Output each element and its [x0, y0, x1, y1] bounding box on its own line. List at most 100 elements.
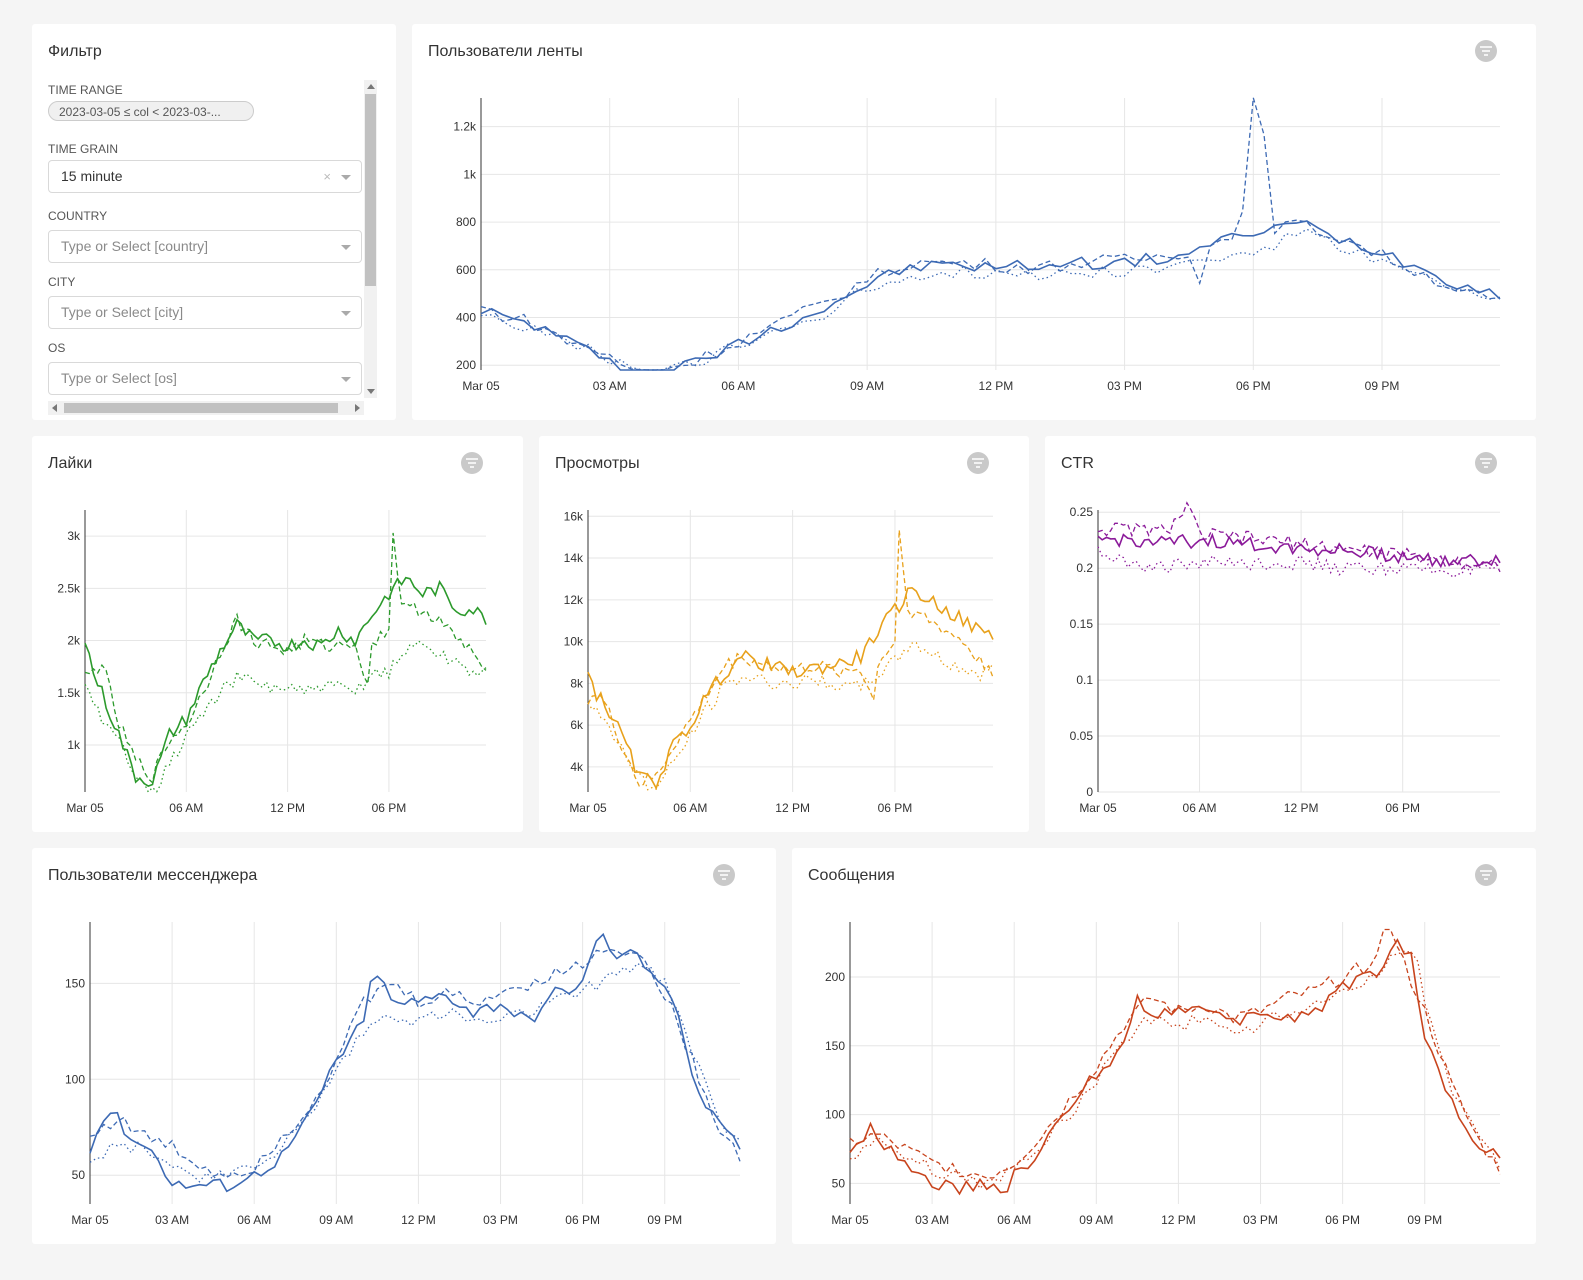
- y-tick-label: 1k: [67, 738, 81, 752]
- chart-title: CTR: [1061, 455, 1094, 472]
- x-tick-label: 09 AM: [319, 1213, 353, 1227]
- x-tick-label: 06 AM: [169, 801, 203, 815]
- y-tick-label: 150: [65, 976, 85, 990]
- y-tick-label: 100: [65, 1072, 85, 1086]
- x-tick-label: 06 AM: [1183, 801, 1217, 815]
- x-tick-label: 06 PM: [1385, 801, 1420, 815]
- series-line-dot: [587, 642, 994, 791]
- y-tick-label: 1k: [463, 167, 477, 181]
- y-tick-label: 0.1: [1076, 673, 1093, 687]
- y-tick-label: 4k: [570, 760, 584, 774]
- y-tick-label: 12k: [564, 593, 584, 607]
- x-tick-label: 06 AM: [721, 379, 755, 393]
- y-tick-label: 200: [825, 970, 845, 984]
- x-tick-label: 06 PM: [372, 801, 407, 815]
- time-range-label: TIME RANGE: [48, 83, 123, 97]
- scroll-left-icon[interactable]: [52, 404, 57, 412]
- city-select[interactable]: Type or Select [city]: [48, 296, 362, 329]
- y-tick-label: 10k: [564, 635, 584, 649]
- x-tick-label: 06 AM: [237, 1213, 271, 1227]
- filter-icon[interactable]: [1475, 452, 1497, 474]
- ctr-chart: Mar 05 06 AM 12 PM 06 PM 0 0.05 0.1 0.15 0.2 0.25: [1070, 501, 1501, 815]
- x-tick-label: Mar 05: [462, 379, 500, 393]
- country-select[interactable]: Type or Select [country]: [48, 230, 362, 263]
- chart-title: Пользователи ленты: [428, 43, 583, 60]
- x-tick-label: Mar 05: [569, 801, 607, 815]
- filter-panel: Фильтр TIME RANGE 2023-03-05 ≤ col < 202…: [32, 24, 396, 420]
- time-range-chip[interactable]: 2023-03-05 ≤ col < 2023-03-...: [48, 101, 254, 121]
- y-tick-label: 0.05: [1070, 729, 1094, 743]
- series-line-solid: [84, 576, 487, 787]
- y-tick-label: 2k: [67, 634, 81, 648]
- x-tick-label: 12 PM: [1161, 1213, 1196, 1227]
- x-tick-label: 03 AM: [155, 1213, 189, 1227]
- messages-card: Сообщения Mar 05 03 AM 06 AM 09 AM 12 PM 03 P…: [792, 848, 1536, 1244]
- x-tick-label: 06 PM: [1236, 379, 1271, 393]
- filter-icon[interactable]: [1475, 864, 1497, 886]
- series-line-dash: [587, 529, 994, 787]
- filter-icon[interactable]: [713, 864, 735, 886]
- x-tick-label: 06 AM: [673, 801, 707, 815]
- os-label: OS: [48, 341, 66, 355]
- messenger-users-chart: Mar 05 03 AM 06 AM 09 AM 12 PM 03 PM 06 PM 09 P…: [65, 922, 741, 1227]
- time-grain-select[interactable]: 15 minute ×: [48, 160, 362, 193]
- y-tick-label: 600: [456, 263, 476, 277]
- scrollbar-thumb[interactable]: [365, 94, 376, 286]
- vertical-scrollbar[interactable]: [364, 80, 377, 398]
- y-tick-label: 50: [832, 1176, 846, 1190]
- x-tick-label: 06 PM: [565, 1213, 600, 1227]
- x-tick-label: Mar 05: [1079, 801, 1117, 815]
- scroll-up-icon[interactable]: [367, 84, 375, 89]
- os-placeholder: Type or Select [os]: [61, 370, 177, 386]
- series-line-solid: [89, 932, 741, 1193]
- y-tick-label: 0: [1086, 785, 1093, 799]
- x-tick-label: 09 AM: [1079, 1213, 1113, 1227]
- y-tick-label: 200: [456, 358, 476, 372]
- series-line-solid: [849, 938, 1501, 1196]
- likes-card: Лайки Mar 05 06 AM 12 PM 06 PM 1k 1.5k 2k 2.5k 3…: [32, 436, 523, 832]
- filter-icon[interactable]: [967, 452, 989, 474]
- x-tick-label: 12 PM: [401, 1213, 436, 1227]
- filter-icon[interactable]: [461, 452, 483, 474]
- scroll-right-icon[interactable]: [355, 404, 360, 412]
- feed-users-chart: Mar 05 03 AM 06 AM 09 AM 12 PM 03 PM 06 PM 09 P…: [453, 97, 1501, 393]
- chart-title: Просмотры: [555, 455, 640, 472]
- x-tick-label: 09 PM: [647, 1213, 682, 1227]
- y-tick-label: 800: [456, 215, 476, 229]
- x-tick-label: 12 PM: [1284, 801, 1319, 815]
- city-placeholder: Type or Select [city]: [61, 304, 184, 320]
- horizontal-scrollbar[interactable]: [48, 401, 364, 415]
- country-label: COUNTRY: [48, 209, 108, 223]
- series-line-dot: [1097, 546, 1501, 579]
- y-tick-label: 14k: [564, 551, 584, 565]
- series-line-dash: [89, 948, 741, 1179]
- y-tick-label: 2.5k: [57, 581, 81, 595]
- x-tick-label: 09 AM: [850, 379, 884, 393]
- x-tick-label: 09 PM: [1407, 1213, 1442, 1227]
- x-tick-label: Mar 05: [71, 1213, 109, 1227]
- x-tick-label: 03 AM: [593, 379, 627, 393]
- y-tick-label: 50: [72, 1168, 86, 1182]
- x-tick-label: 12 PM: [270, 801, 305, 815]
- clear-icon[interactable]: ×: [323, 169, 331, 184]
- messages-chart: Mar 05 03 AM 06 AM 09 AM 12 PM 03 PM 06 PM 09 P…: [825, 922, 1501, 1227]
- y-tick-label: 8k: [570, 676, 584, 690]
- scroll-down-icon[interactable]: [367, 389, 375, 394]
- scrollbar-thumb[interactable]: [64, 403, 338, 413]
- chart-title: Сообщения: [808, 867, 895, 884]
- series-line-solid: [587, 586, 994, 791]
- y-tick-label: 1.5k: [57, 686, 81, 700]
- os-select[interactable]: Type or Select [os]: [48, 362, 362, 395]
- chevron-down-icon: [341, 175, 351, 180]
- chevron-down-icon: [341, 245, 351, 250]
- x-tick-label: 12 PM: [775, 801, 810, 815]
- feed-users-card: Пользователи ленты Mar 05 03 AM 06 AM 09 AM…: [412, 24, 1536, 420]
- x-tick-label: 12 PM: [979, 379, 1014, 393]
- series-line-dash: [480, 97, 1501, 371]
- ctr-card: CTR Mar 05 06 AM 12 PM 06 PM 0 0.05 0.1 0.15 0.2…: [1045, 436, 1536, 832]
- filter-icon[interactable]: [1475, 40, 1497, 62]
- series-line-solid: [1097, 532, 1501, 569]
- x-tick-label: 03 PM: [483, 1213, 518, 1227]
- series-line-solid: [480, 220, 1501, 371]
- x-tick-label: 09 PM: [1365, 379, 1400, 393]
